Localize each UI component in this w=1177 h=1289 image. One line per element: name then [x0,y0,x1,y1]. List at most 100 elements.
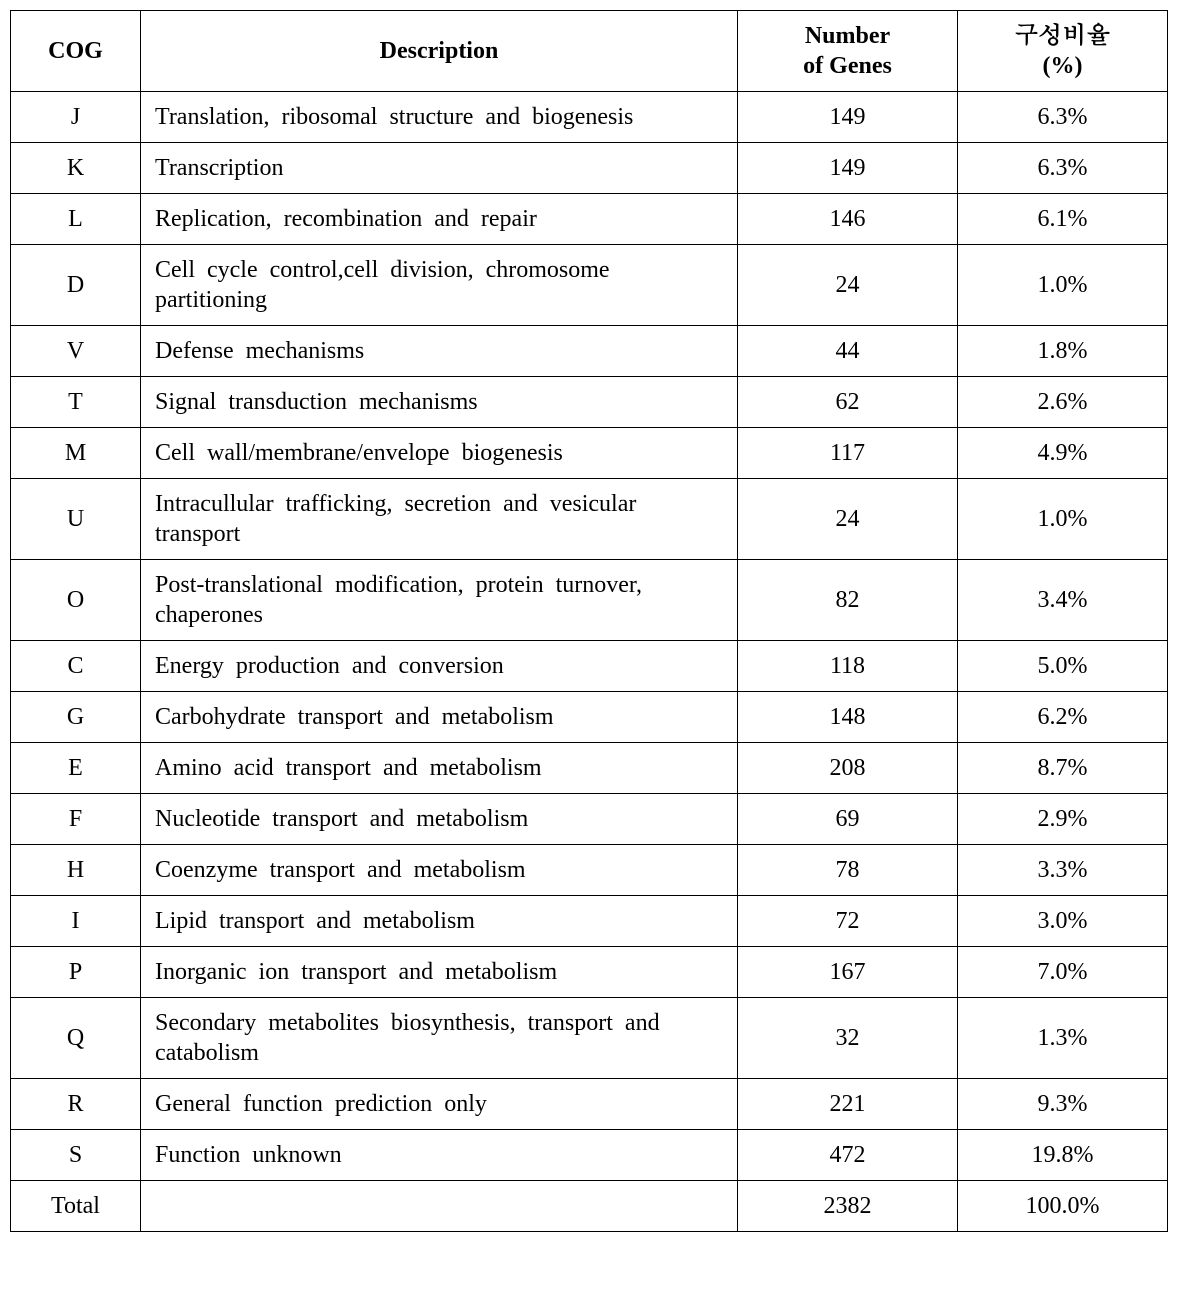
table-row: PInorganic ion transport and metabolism1… [11,947,1168,998]
cell-num: 149 [738,92,958,143]
cell-cog: C [11,641,141,692]
cell-num: 78 [738,845,958,896]
cell-cog: E [11,743,141,794]
table-head: COG Description Number of Genes 구성비율 (%) [11,11,1168,92]
cog-table: COG Description Number of Genes 구성비율 (%)… [10,10,1168,1232]
cell-desc: Transcription [141,143,738,194]
table-row: ILipid transport and metabolism723.0% [11,896,1168,947]
cell-desc: Secondary metabolites biosynthesis, tran… [141,998,738,1079]
cell-cog: T [11,377,141,428]
header-row: COG Description Number of Genes 구성비율 (%) [11,11,1168,92]
cell-pct: 1.0% [958,245,1168,326]
cell-desc: Intracullular trafficking, secretion and… [141,479,738,560]
cell-desc: Amino acid transport and metabolism [141,743,738,794]
cell-pct: 3.4% [958,560,1168,641]
cell-pct: 3.3% [958,845,1168,896]
cell-num: 82 [738,560,958,641]
cell-num: 208 [738,743,958,794]
cell-cog: O [11,560,141,641]
table-row: OPost-translational modification, protei… [11,560,1168,641]
cell-desc: Carbohydrate transport and metabolism [141,692,738,743]
cell-pct: 6.3% [958,143,1168,194]
total-cell-num: 2382 [738,1181,958,1232]
cell-pct: 9.3% [958,1079,1168,1130]
table-row: TSignal transduction mechanisms622.6% [11,377,1168,428]
cell-num: 118 [738,641,958,692]
table-row: EAmino acid transport and metabolism2088… [11,743,1168,794]
cell-desc: General function prediction only [141,1079,738,1130]
cell-cog: J [11,92,141,143]
cell-pct: 19.8% [958,1130,1168,1181]
cell-desc: Replication, recombination and repair [141,194,738,245]
table-row: CEnergy production and conversion1185.0% [11,641,1168,692]
cell-num: 167 [738,947,958,998]
table-row: DCell cycle control,cell division, chrom… [11,245,1168,326]
header-pct: 구성비율 (%) [958,11,1168,92]
cell-cog: M [11,428,141,479]
total-cell-cog: Total [11,1181,141,1232]
cell-cog: R [11,1079,141,1130]
cell-desc: Lipid transport and metabolism [141,896,738,947]
cell-num: 62 [738,377,958,428]
cell-cog: L [11,194,141,245]
cell-num: 146 [738,194,958,245]
cell-pct: 4.9% [958,428,1168,479]
cell-desc: Nucleotide transport and metabolism [141,794,738,845]
table-row: SFunction unknown47219.8% [11,1130,1168,1181]
total-row: Total 2382100.0% [11,1181,1168,1232]
header-desc: Description [141,11,738,92]
table-row: QSecondary metabolites biosynthesis, tra… [11,998,1168,1079]
header-cog: COG [11,11,141,92]
table-row: RGeneral function prediction only2219.3% [11,1079,1168,1130]
table-row: UIntracullular trafficking, secretion an… [11,479,1168,560]
table-row: KTranscription1496.3% [11,143,1168,194]
cell-desc: Defense mechanisms [141,326,738,377]
table-body: JTranslation, ribosomal structure and bi… [11,92,1168,1232]
cell-num: 472 [738,1130,958,1181]
cell-desc: Signal transduction mechanisms [141,377,738,428]
cell-num: 32 [738,998,958,1079]
cell-num: 44 [738,326,958,377]
cell-desc: Energy production and conversion [141,641,738,692]
cell-num: 69 [738,794,958,845]
table-row: HCoenzyme transport and metabolism783.3% [11,845,1168,896]
total-cell-pct: 100.0% [958,1181,1168,1232]
cell-cog: P [11,947,141,998]
table-row: JTranslation, ribosomal structure and bi… [11,92,1168,143]
cell-pct: 3.0% [958,896,1168,947]
cell-desc: Inorganic ion transport and metabolism [141,947,738,998]
cell-cog: F [11,794,141,845]
table-row: GCarbohydrate transport and metabolism14… [11,692,1168,743]
cell-desc: Post-translational modification, protein… [141,560,738,641]
cell-num: 24 [738,479,958,560]
cell-pct: 1.3% [958,998,1168,1079]
cell-num: 72 [738,896,958,947]
cell-num: 221 [738,1079,958,1130]
cell-cog: K [11,143,141,194]
table-row: VDefense mechanisms441.8% [11,326,1168,377]
cell-pct: 1.8% [958,326,1168,377]
table-row: LReplication, recombination and repair14… [11,194,1168,245]
cell-pct: 2.6% [958,377,1168,428]
cell-pct: 2.9% [958,794,1168,845]
cell-desc: Function unknown [141,1130,738,1181]
cell-desc: Translation, ribosomal structure and bio… [141,92,738,143]
cell-desc: Coenzyme transport and metabolism [141,845,738,896]
total-cell-desc [141,1181,738,1232]
cell-cog: G [11,692,141,743]
cell-cog: Q [11,998,141,1079]
table-row: MCell wall/membrane/envelope biogenesis1… [11,428,1168,479]
cell-desc: Cell cycle control,cell division, chromo… [141,245,738,326]
cell-num: 24 [738,245,958,326]
table-row: FNucleotide transport and metabolism692.… [11,794,1168,845]
cell-pct: 7.0% [958,947,1168,998]
cell-num: 117 [738,428,958,479]
cell-cog: S [11,1130,141,1181]
cell-pct: 5.0% [958,641,1168,692]
cell-pct: 1.0% [958,479,1168,560]
cell-pct: 6.3% [958,92,1168,143]
cell-cog: I [11,896,141,947]
cell-cog: H [11,845,141,896]
cell-cog: D [11,245,141,326]
cell-pct: 6.2% [958,692,1168,743]
